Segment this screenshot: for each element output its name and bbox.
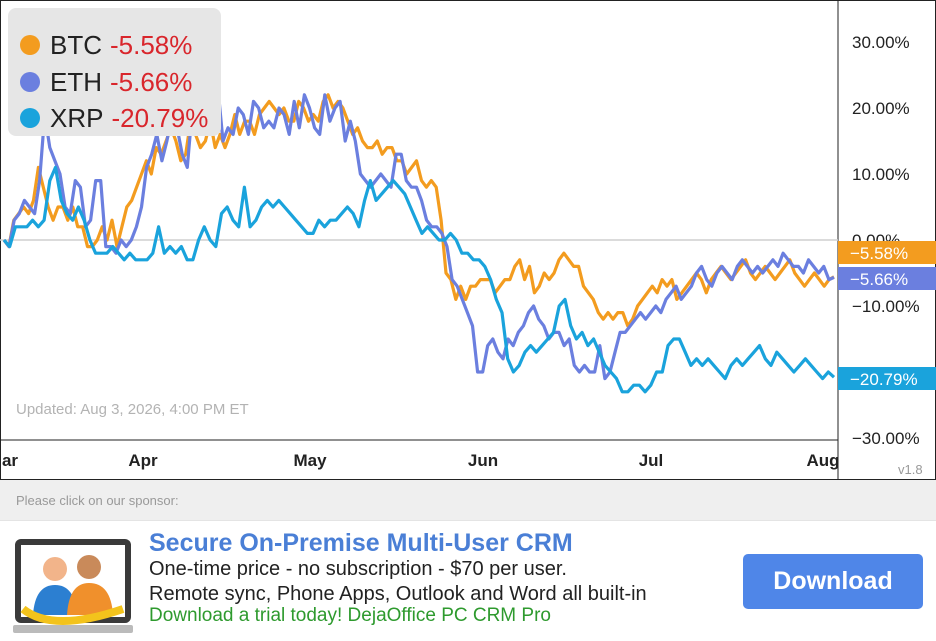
y-tick-label: −30.00% — [852, 429, 920, 448]
legend-item-eth: ETH -5.66% — [20, 65, 192, 99]
legend-value: -5.58% — [110, 29, 193, 60]
x-tick-label: Aug — [806, 451, 839, 470]
series-line-eth — [2, 86, 835, 381]
ad-line-2: Remote sync, Phone Apps, Outlook and Wor… — [149, 583, 647, 605]
updated-timestamp: Updated: Aug 3, 2026, 4:00 PM ET — [16, 401, 249, 418]
end-label-xrp: −20.79% — [850, 370, 918, 389]
x-tick-label: ar — [2, 451, 18, 470]
x-tick-label: Jul — [639, 451, 664, 470]
end-label-eth: −5.66% — [850, 270, 908, 289]
crm-people-icon — [13, 539, 133, 633]
legend: BTC -5.58% ETH -5.66% XRP -20.79% — [8, 8, 221, 136]
legend-dot-icon — [20, 108, 40, 128]
sponsor-bar: Please click on our sponsor: — [0, 480, 936, 520]
legend-dot-icon — [20, 35, 40, 55]
legend-value: -20.79% — [111, 102, 209, 133]
chart: 30.00%20.00%10.00%0.00%−10.00%−30.00%ar A… — [0, 0, 936, 480]
end-label-box-btc — [838, 241, 936, 264]
end-label-box-eth — [838, 267, 936, 290]
version-label: v1.8 — [898, 462, 923, 477]
end-label-btc: −5.58% — [850, 244, 908, 263]
sponsor-label: Please click on our sponsor: — [16, 493, 179, 508]
ad-title[interactable]: Secure On-Premise Multi-User CRM — [149, 529, 573, 557]
series-line-xrp — [2, 165, 836, 394]
y-tick-label: −10.00% — [852, 297, 920, 316]
x-tick-label: Apr — [128, 451, 158, 470]
ad-line-3[interactable]: Download a trial today! DejaOffice PC CR… — [149, 605, 551, 626]
x-tick-label: May — [293, 451, 327, 470]
legend-value: -5.66% — [110, 66, 193, 97]
legend-name: XRP — [50, 102, 104, 133]
x-tick-label: Jun — [468, 451, 498, 470]
y-tick-label: 20.00% — [852, 99, 910, 118]
legend-item-xrp: XRP -20.79% — [20, 101, 208, 135]
y-tick-label: 30.00% — [852, 33, 910, 52]
download-button[interactable]: Download — [743, 554, 923, 609]
legend-item-btc: BTC -5.58% — [20, 28, 192, 62]
end-label-box-xrp — [838, 367, 936, 390]
legend-name: ETH — [50, 66, 102, 97]
y-tick-label: 10.00% — [852, 165, 910, 184]
legend-dot-icon — [20, 72, 40, 92]
legend-name: BTC — [50, 29, 102, 60]
sponsor-ad[interactable]: Secure On-Premise Multi-User CRM One-tim… — [0, 520, 936, 641]
ad-line-1: One-time price - no subscription - $70 p… — [149, 558, 567, 580]
